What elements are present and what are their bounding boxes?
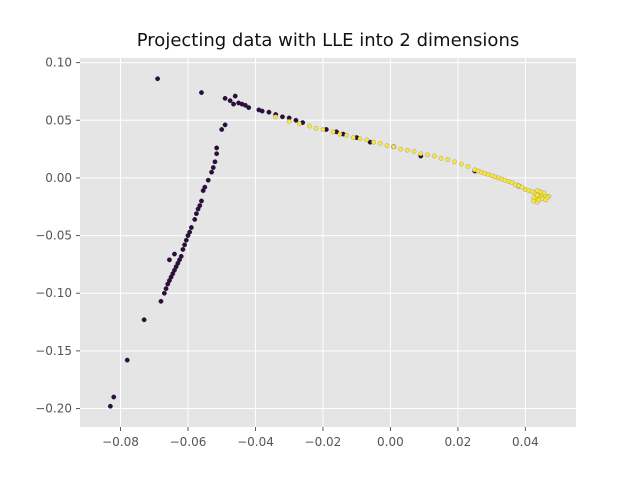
y-axis-ticks: 0.10 0.05 0.00 −0.05 −0.10 −0.15 −0.20: [35, 56, 80, 416]
data-point: [452, 159, 457, 165]
data-point: [187, 229, 193, 235]
x-tick-label: −0.02: [305, 435, 342, 449]
data-point: [183, 237, 189, 243]
data-point: [534, 188, 540, 193]
data-point: [214, 145, 220, 151]
data-points: [107, 76, 552, 409]
data-point: [155, 76, 161, 82]
data-point: [180, 247, 186, 252]
data-point: [182, 242, 187, 248]
data-point: [222, 122, 228, 128]
data-point: [194, 211, 199, 217]
data-point: [199, 90, 204, 95]
data-point: [411, 149, 417, 154]
data-point: [531, 195, 537, 200]
data-point: [273, 114, 278, 120]
x-tick-label: −0.08: [102, 435, 139, 449]
data-point: [543, 197, 548, 203]
data-point: [293, 117, 299, 123]
x-tick-label: −0.06: [170, 435, 207, 449]
data-point: [398, 146, 403, 152]
data-point: [445, 157, 451, 162]
data-point: [418, 151, 424, 156]
data-point: [286, 119, 292, 124]
data-point: [246, 105, 252, 110]
data-point: [232, 93, 238, 99]
data-point: [384, 143, 390, 148]
data-point: [337, 131, 343, 137]
plot-area: [80, 58, 576, 427]
y-tick-label: −0.05: [35, 229, 72, 243]
data-point: [391, 144, 397, 150]
data-point: [210, 165, 216, 170]
y-tick-label: −0.20: [35, 402, 72, 416]
data-point: [167, 257, 172, 263]
y-tick-label: 0.00: [45, 171, 72, 185]
y-tick-label: −0.15: [35, 344, 72, 358]
data-point: [459, 161, 464, 167]
data-point: [107, 403, 113, 409]
x-axis-ticks: −0.08 −0.06 −0.04 −0.02 0.00 0.02 0.04: [102, 427, 539, 449]
data-point: [202, 184, 208, 190]
data-point: [227, 98, 233, 104]
data-point: [509, 180, 515, 185]
data-point: [231, 101, 236, 107]
data-point: [280, 114, 285, 120]
data-point: [432, 153, 437, 159]
data-point: [212, 159, 218, 165]
data-point: [357, 136, 363, 141]
data-point: [214, 151, 220, 157]
data-point: [364, 137, 370, 143]
data-point: [259, 108, 265, 114]
data-point: [158, 298, 164, 304]
y-tick-label: −0.10: [35, 286, 72, 300]
data-point: [199, 198, 204, 204]
data-point: [320, 127, 326, 132]
x-tick-label: 0.02: [445, 435, 472, 449]
x-tick-label: −0.04: [237, 435, 274, 449]
data-point: [242, 102, 248, 108]
data-point: [330, 129, 336, 135]
data-point: [351, 135, 356, 140]
data-point: [266, 109, 272, 115]
data-point: [141, 317, 147, 323]
data-point: [438, 156, 444, 161]
y-tick-label: 0.05: [45, 113, 72, 127]
data-point: [205, 177, 211, 183]
data-point: [222, 95, 228, 101]
data-point: [172, 251, 177, 257]
series-1: [273, 114, 552, 205]
data-point: [378, 141, 383, 146]
data-point: [465, 164, 471, 169]
data-point: [124, 357, 130, 363]
data-point: [219, 127, 225, 132]
data-point: [425, 152, 430, 158]
data-point: [209, 169, 214, 175]
x-tick-label: 0.04: [512, 435, 539, 449]
data-point: [297, 121, 302, 127]
data-point: [111, 394, 117, 400]
data-point: [405, 147, 410, 153]
x-tick-label: 0.00: [377, 435, 404, 449]
data-point: [313, 126, 319, 131]
chart-title: Projecting data with LLE into 2 dimensio…: [136, 30, 520, 51]
data-point: [197, 203, 203, 209]
data-point: [188, 225, 194, 230]
data-point: [192, 217, 198, 222]
data-point: [307, 123, 312, 129]
data-point: [519, 184, 525, 190]
data-point: [534, 192, 540, 198]
data-point: [371, 139, 376, 145]
data-point: [161, 290, 167, 296]
data-point: [344, 132, 349, 138]
data-point: [178, 253, 184, 259]
data-point: [163, 286, 169, 292]
y-tick-label: 0.10: [45, 56, 72, 70]
